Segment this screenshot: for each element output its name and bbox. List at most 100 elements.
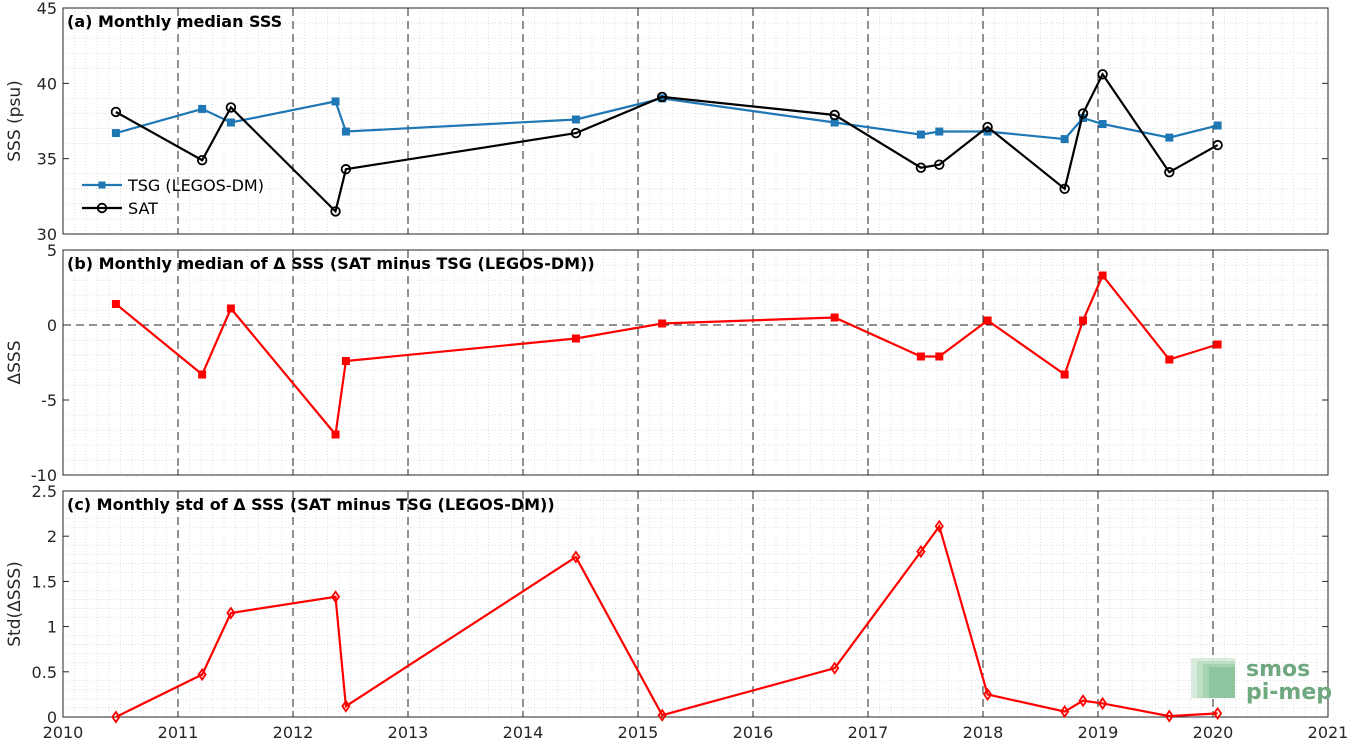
data-point [225,102,237,113]
y-tick-label: 30 [37,225,57,244]
major-grid [177,8,1214,234]
x-tick-label: 2016 [733,723,774,742]
y-tick-label: 0 [47,708,57,727]
minor-grid [63,491,1328,717]
x-tick-label: 2017 [848,723,889,742]
data-point [1098,271,1107,280]
data-point [341,699,351,713]
data-point [658,319,667,328]
series-line [115,97,1218,141]
data-point [1165,133,1174,142]
data-point [570,127,582,139]
data-point [330,206,341,217]
data-point [111,129,120,138]
y-axis-label: SSS (psu) [5,80,25,161]
data-point [1164,167,1175,178]
data-point [934,519,944,533]
data-point [1164,709,1174,723]
data-point [226,606,236,620]
major-grid [177,250,1214,475]
legend-label: TSG (LEGOS-DM) [127,176,264,195]
data-point [916,130,925,139]
data-point [196,154,208,166]
minor-grid [63,250,1328,475]
legend-marker [98,181,106,189]
data-point [983,316,992,325]
series-delta-sss [111,271,1222,439]
x-tick-label: 2020 [1193,723,1234,742]
axes-frame [62,490,1329,718]
y-tick-label: 2 [47,527,57,546]
data-point [1213,706,1223,720]
panel-b: -10 -5 0 5 ΔSSS (b) Monthly median of Δ SSS (… [5,241,1329,485]
data-point [1098,696,1108,711]
series-sat [110,69,1223,217]
data-point [1098,120,1107,129]
data-point [934,159,945,170]
y-tick-label: 45 [37,0,57,18]
plot-area [63,491,1328,717]
y-tick-label: 0 [47,316,57,335]
data-point [110,106,122,118]
y-tick-label: 40 [37,74,57,93]
data-point [935,127,944,136]
data-point [226,118,235,127]
x-tick-label: 2019 [1078,723,1119,742]
y-tick-label: 2.5 [32,482,57,501]
data-point [830,661,840,675]
data-point [916,352,925,361]
axes-frame [62,7,1329,235]
data-point [1165,355,1174,364]
data-point [935,352,944,361]
logo-graphic [1209,667,1235,698]
data-point [657,708,667,722]
data-point [982,121,993,133]
data-point [571,115,580,124]
y-tick-label: 0.5 [32,663,57,682]
data-point [341,127,350,136]
data-point [915,162,927,173]
data-point [331,430,340,439]
x-tick-label: 2010 [43,723,84,742]
series-line [115,523,1218,718]
series-line [115,72,1219,214]
y-tick-label: 5 [47,241,57,260]
x-tick-label: 2018 [963,723,1004,742]
data-point [829,109,840,121]
x-tick-label: 2011 [158,723,199,742]
data-point [341,357,350,365]
y-tick-label: 35 [37,150,57,169]
panel-c: 0 0.5 1 1.5 2 2.5 2010 2011 2012 2013 2014 2015 2016… [5,482,1348,742]
legend-label: SAT [128,199,158,218]
data-point [198,104,207,113]
panel-title: (c) Monthly std of Δ SSS (SAT minus TSG … [67,495,555,514]
data-point [111,300,120,308]
data-point [340,164,352,175]
panel-title: (a) Monthly median SSS [67,12,282,31]
logo-line1: smos [1246,657,1310,682]
tick-marks [62,249,1329,476]
y-tick-label: -10 [31,466,57,485]
data-point [571,334,580,343]
data-point [916,544,926,559]
data-point [330,590,341,604]
data-point [226,304,235,313]
data-point [197,667,207,682]
y-tick-label: 1.5 [32,572,57,591]
tick-marks [62,490,1329,718]
data-point [1078,694,1088,708]
data-point [331,97,340,106]
axes-frame [62,249,1329,476]
panel-a: 30 35 40 45 SSS (psu) (a) Monthly median SSS T… [5,0,1329,244]
data-point [1059,183,1070,195]
plot-area [63,250,1328,475]
data-point [198,370,207,379]
y-axis-label: Std(ΔSSS) [5,561,25,647]
data-point [1079,316,1088,325]
data-point [111,710,121,724]
data-point [1213,340,1222,349]
data-point [1060,370,1069,379]
data-point [1060,705,1070,719]
